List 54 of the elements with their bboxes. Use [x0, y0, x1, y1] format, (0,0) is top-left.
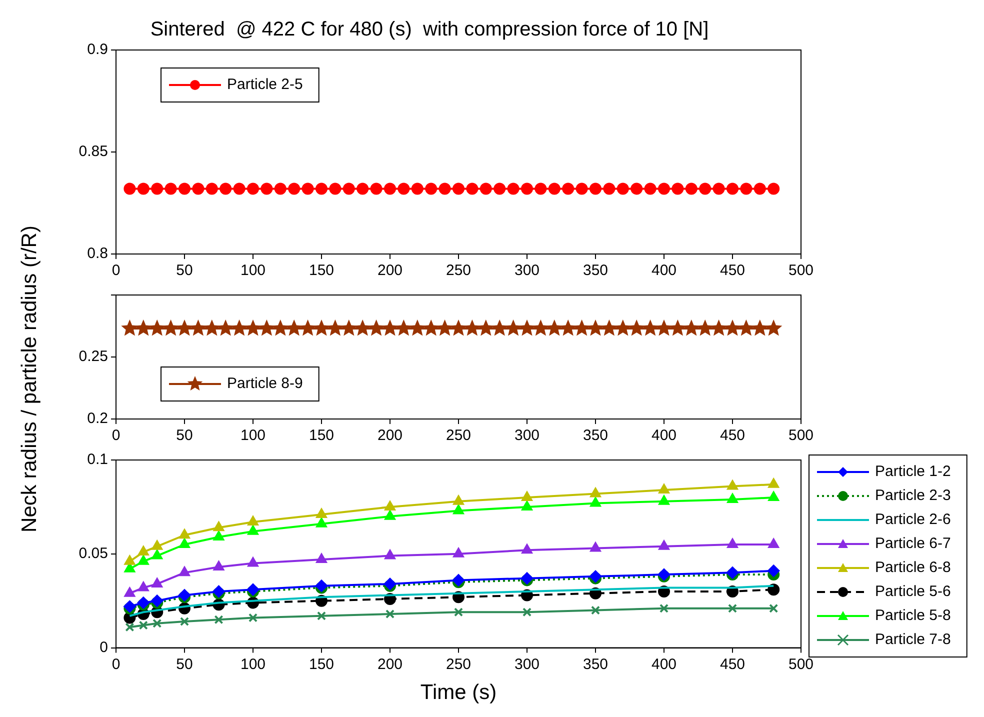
x-tick-label: 400: [651, 262, 677, 280]
y-tick-label: 0.2: [87, 410, 108, 428]
x-tick-label: 200: [377, 262, 403, 280]
x-tick-label: 200: [377, 427, 403, 444]
chart-title: Sintered @ 422 C for 480 (s) with compression force of 10 [N]: [150, 18, 709, 41]
x-tick-label: 150: [308, 427, 334, 444]
x-tick-label: 50: [176, 262, 193, 280]
y-tick-label: 0.25: [78, 348, 108, 366]
x-tick-label: 350: [582, 262, 608, 280]
x-tick-label: 100: [240, 427, 266, 444]
x-tick-label: 300: [514, 656, 540, 673]
legend-label: Particle 8-9: [227, 375, 303, 392]
x-tick-label: 500: [788, 427, 814, 444]
y-tick-label: 0.85: [78, 143, 108, 160]
y-tick-label: 0.05: [78, 545, 108, 562]
x-tick-label: 50: [176, 656, 193, 673]
x-tick-label: 250: [446, 262, 472, 280]
y-tick-label: 0.8: [87, 245, 108, 262]
x-tick-label: 100: [240, 262, 266, 280]
legend-label: Particle 5-8: [875, 607, 951, 624]
legend-label: Particle 2-6: [875, 511, 951, 528]
x-tick-label: 300: [514, 427, 540, 444]
x-tick-label: 0: [112, 262, 120, 280]
x-tick-label: 300: [514, 262, 540, 280]
legend-label: Particle 2-3: [875, 487, 951, 504]
x-tick-label: 50: [176, 427, 193, 444]
legend-label: Particle 7-8: [875, 631, 951, 648]
legend-label: Particle 1-2: [875, 463, 951, 480]
legend-label: Particle 6-7: [875, 535, 951, 552]
x-tick-label: 250: [446, 427, 472, 444]
y-tick-label: 0.9: [87, 41, 108, 58]
x-tick-label: 400: [651, 656, 677, 673]
x-tick-label: 500: [788, 262, 814, 280]
x-tick-label: 0: [112, 656, 120, 673]
x-tick-label: 450: [720, 656, 746, 673]
y-axis-title: Neck radius / particle radius (r/R): [18, 226, 42, 532]
legend-label: Particle 6-8: [875, 559, 951, 576]
legend-label: Particle 2-5: [227, 76, 303, 94]
x-tick-label: 400: [651, 427, 677, 444]
y-tick-label: 0.1: [87, 451, 108, 468]
x-tick-label: 100: [240, 656, 266, 673]
x-tick-label: 250: [446, 656, 472, 673]
legend-label: Particle 5-6: [875, 583, 951, 600]
x-tick-label: 350: [582, 427, 608, 444]
x-tick-label: 150: [308, 656, 334, 673]
x-tick-label: 0: [112, 427, 120, 444]
x-tick-label: 150: [308, 262, 334, 280]
x-axis-title: Time (s): [420, 681, 497, 704]
x-tick-label: 450: [720, 427, 746, 444]
x-tick-label: 450: [720, 262, 746, 280]
x-tick-label: 500: [788, 656, 814, 673]
x-tick-label: 200: [377, 656, 403, 673]
y-tick-label: 0: [100, 638, 108, 656]
x-tick-label: 350: [582, 656, 608, 673]
